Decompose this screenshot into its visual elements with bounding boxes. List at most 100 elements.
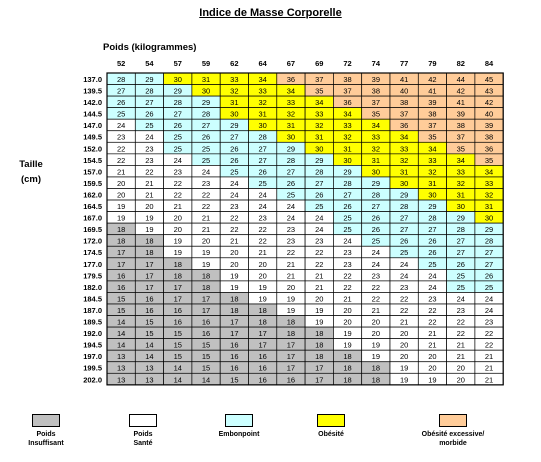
bmi-value: 19 — [372, 341, 380, 350]
bmi-value: 34 — [428, 144, 436, 153]
weight-header: 77 — [400, 59, 408, 68]
bmi-value: 14 — [145, 341, 153, 350]
bmi-value: 18 — [315, 329, 323, 338]
bmi-value: 36 — [400, 121, 408, 130]
bmi-value: 22 — [315, 248, 323, 257]
bmi-value: 28 — [287, 156, 295, 165]
bmi-value: 22 — [145, 167, 153, 176]
bmi-value: 26 — [258, 167, 266, 176]
weight-header: 74 — [372, 59, 381, 68]
bmi-value: 21 — [287, 260, 295, 269]
bmi-value: 14 — [174, 364, 182, 373]
bmi-value: 24 — [457, 294, 465, 303]
bmi-value: 24 — [372, 248, 380, 257]
bmi-value: 16 — [202, 318, 210, 327]
weight-header: 64 — [258, 59, 267, 68]
bmi-value: 25 — [315, 202, 323, 211]
weight-header: 62 — [230, 59, 238, 68]
weight-header: 59 — [202, 59, 210, 68]
bmi-value: 19 — [230, 283, 238, 292]
bmi-value: 21 — [230, 237, 238, 246]
bmi-value: 45 — [485, 75, 493, 84]
bmi-value: 14 — [145, 352, 153, 361]
height-label: 177.0 — [83, 260, 102, 269]
bmi-value: 24 — [400, 260, 408, 269]
bmi-value: 32 — [400, 156, 408, 165]
bmi-value: 33 — [428, 156, 436, 165]
bmi-value: 34 — [287, 87, 295, 96]
bmi-value: 39 — [372, 75, 380, 84]
bmi-value: 19 — [117, 202, 125, 211]
bmi-value: 20 — [343, 306, 351, 315]
bmi-value: 41 — [457, 98, 465, 107]
bmi-value: 18 — [117, 237, 125, 246]
bmi-value: 16 — [117, 271, 125, 280]
bmi-value: 18 — [372, 364, 380, 373]
bmi-value: 19 — [145, 214, 153, 223]
bmi-value: 22 — [202, 202, 210, 211]
bmi-value: 30 — [315, 144, 323, 153]
bmi-value: 19 — [258, 283, 266, 292]
bmi-value: 19 — [428, 375, 436, 384]
bmi-value: 16 — [258, 352, 266, 361]
bmi-value: 20 — [400, 352, 408, 361]
bmi-value: 22 — [400, 294, 408, 303]
bmi-value: 22 — [343, 271, 351, 280]
bmi-value: 25 — [145, 121, 153, 130]
bmi-value: 23 — [457, 306, 465, 315]
bmi-value: 27 — [457, 237, 465, 246]
bmi-value: 26 — [230, 144, 238, 153]
height-label: 162.0 — [83, 190, 102, 199]
bmi-value: 27 — [202, 121, 210, 130]
height-label: 197.0 — [83, 352, 102, 361]
legend-label-line2: Insuffisant — [28, 440, 64, 447]
bmi-value: 16 — [287, 375, 295, 384]
bmi-value: 24 — [202, 167, 210, 176]
legend-label-obesite: Obésité — [286, 430, 376, 439]
bmi-value: 34 — [400, 133, 408, 142]
bmi-value: 24 — [400, 271, 408, 280]
bmi-value: 22 — [174, 179, 182, 188]
height-label: 157.0 — [83, 167, 102, 176]
bmi-value: 31 — [343, 144, 351, 153]
legend-label-line1: Obésité — [318, 431, 344, 438]
bmi-value: 18 — [287, 318, 295, 327]
bmi-value: 23 — [343, 248, 351, 257]
bmi-value: 21 — [287, 271, 295, 280]
bmi-value: 13 — [145, 364, 153, 373]
bmi-value: 20 — [174, 225, 182, 234]
bmi-value: 22 — [400, 306, 408, 315]
bmi-value: 17 — [315, 364, 323, 373]
bmi-value: 17 — [174, 283, 182, 292]
bmi-value: 26 — [174, 121, 182, 130]
legend-swatch-sante — [129, 414, 157, 427]
bmi-value: 27 — [117, 87, 125, 96]
legend-swatch-morbide — [439, 414, 467, 427]
bmi-value: 26 — [457, 260, 465, 269]
bmi-value: 31 — [372, 156, 380, 165]
bmi-value: 25 — [230, 167, 238, 176]
bmi-value: 19 — [400, 364, 408, 373]
bmi-value: 24 — [315, 214, 323, 223]
bmi-value: 21 — [315, 271, 323, 280]
bmi-value: 31 — [287, 121, 295, 130]
bmi-value: 13 — [117, 375, 125, 384]
bmi-value: 37 — [457, 133, 465, 142]
bmi-value: 29 — [287, 144, 295, 153]
bmi-value: 19 — [230, 271, 238, 280]
bmi-value: 13 — [117, 352, 125, 361]
bmi-value: 21 — [457, 352, 465, 361]
height-label: 174.5 — [83, 248, 102, 257]
bmi-value: 23 — [145, 144, 153, 153]
bmi-value: 33 — [372, 133, 380, 142]
bmi-value: 22 — [372, 283, 380, 292]
bmi-value: 39 — [428, 98, 436, 107]
bmi-value: 37 — [400, 110, 408, 119]
bmi-value: 19 — [315, 306, 323, 315]
bmi-value: 24 — [287, 202, 295, 211]
weight-header: 67 — [287, 59, 295, 68]
bmi-value: 26 — [117, 98, 125, 107]
bmi-value: 22 — [117, 144, 125, 153]
legend-label-line2: morbide — [439, 440, 467, 447]
legend-label-morbide: Obésité excessive/morbide — [408, 430, 498, 448]
